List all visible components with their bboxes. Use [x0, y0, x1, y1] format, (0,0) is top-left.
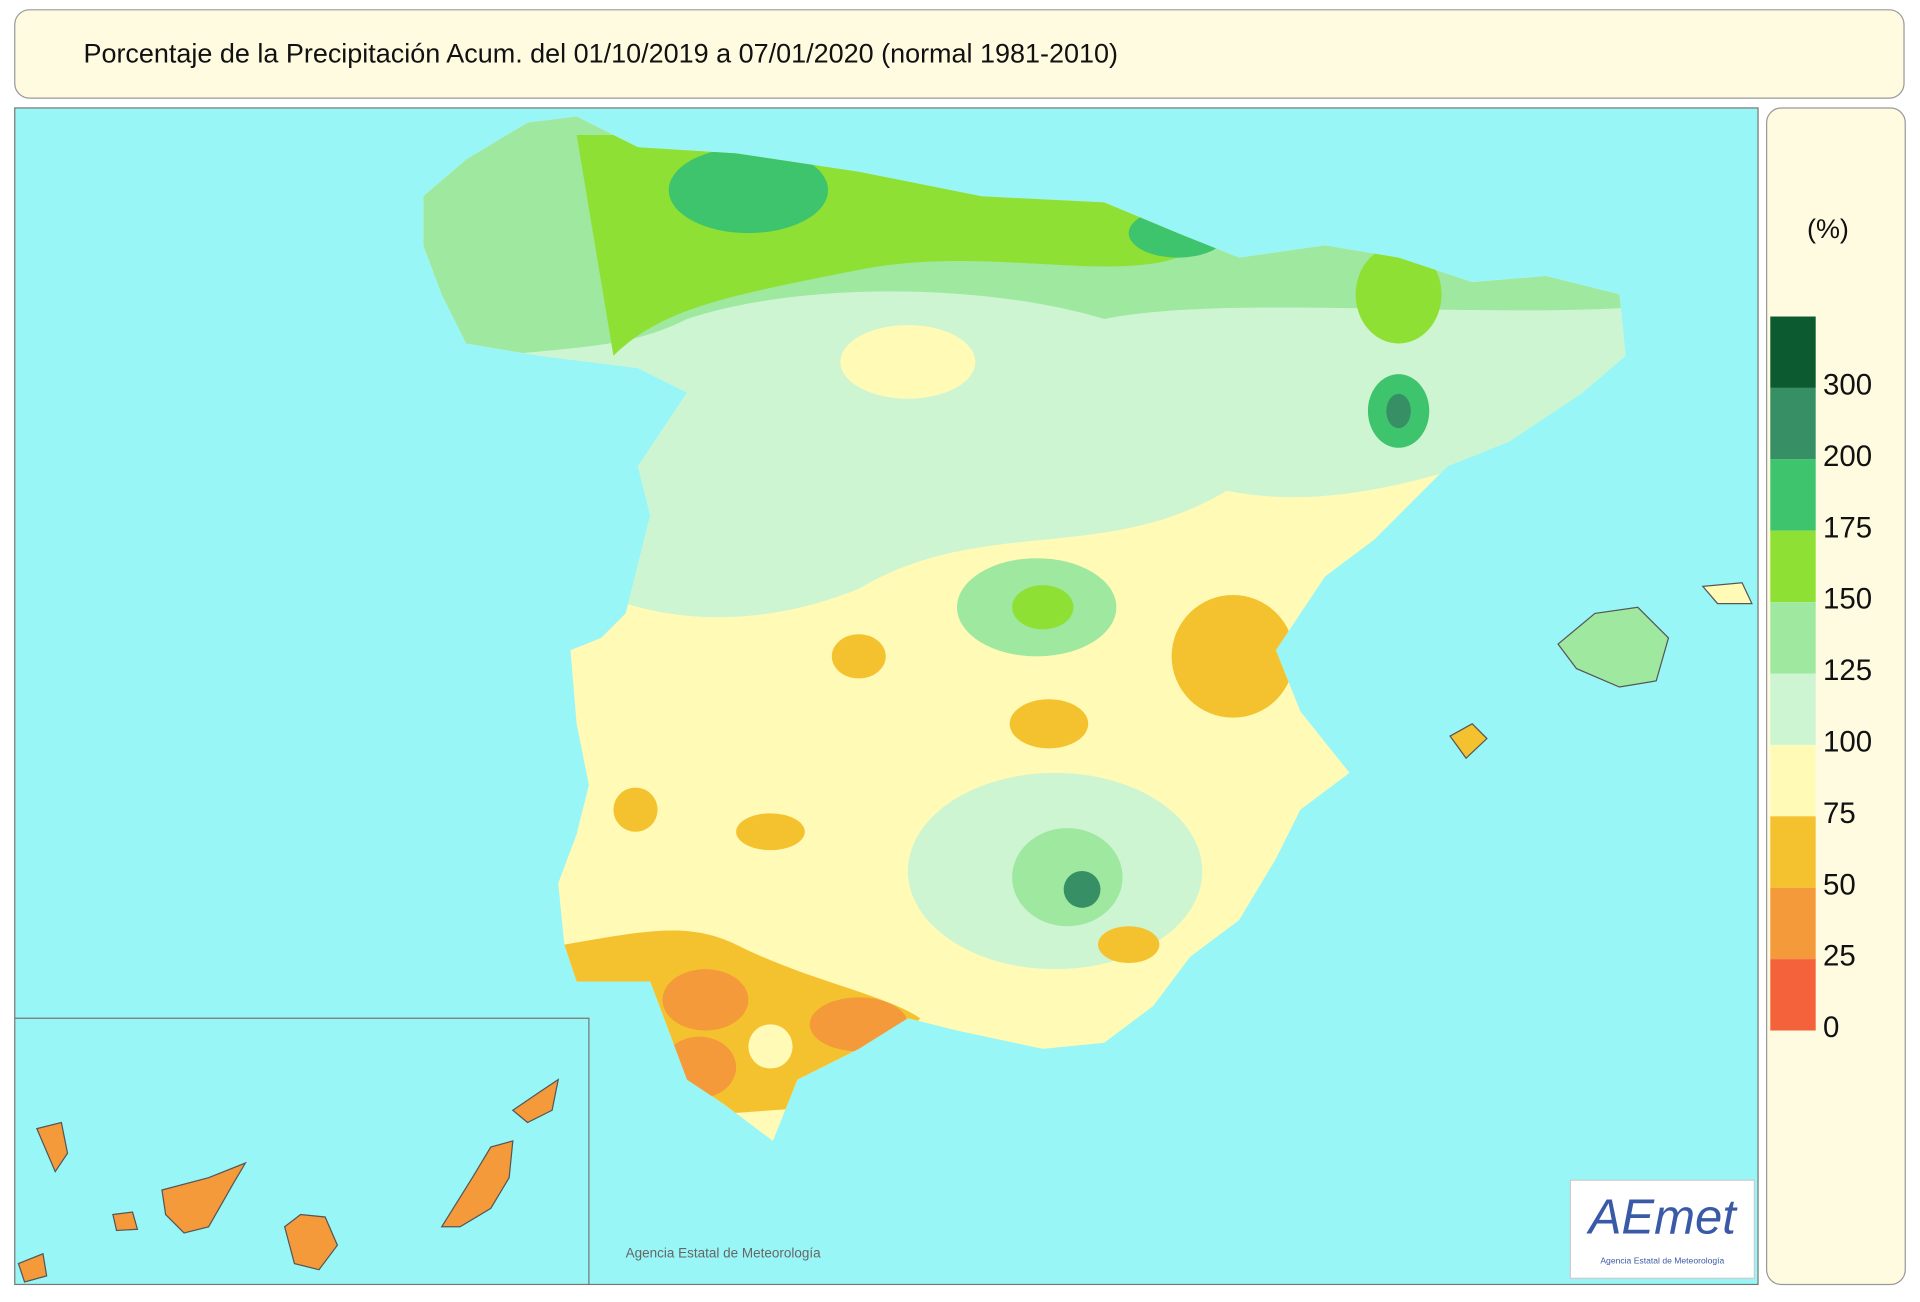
legend-swatch [1770, 959, 1816, 1031]
legend-swatch [1770, 673, 1816, 745]
legend-unit: (%) [1807, 214, 1849, 244]
legend-tick-label: 100 [1823, 725, 1872, 758]
legend-swatch [1770, 602, 1816, 674]
title-box [14, 9, 1905, 99]
legend-swatch [1770, 744, 1816, 817]
legend-tick-label: 175 [1823, 511, 1872, 544]
logo-caption: Agencia Estatal de Meteorología [1600, 1255, 1724, 1265]
legend-tick-label: 25 [1823, 940, 1856, 973]
legend-swatch [1770, 316, 1816, 388]
logo-box [1569, 1179, 1755, 1279]
canarias-inset [14, 1017, 590, 1285]
legend-tick-label: 125 [1823, 654, 1872, 687]
legend-swatch [1770, 887, 1816, 960]
legend-swatch [1770, 387, 1816, 460]
ibiza [1449, 723, 1488, 760]
legend-swatch [1770, 816, 1816, 888]
canarias [17, 1078, 560, 1283]
legend-tick-label: 50 [1823, 868, 1856, 901]
legend-tick-label: 75 [1823, 797, 1856, 830]
mallorca [1557, 606, 1670, 688]
legend-tick-label: 200 [1823, 440, 1872, 473]
logo: AEmet [1586, 1191, 1739, 1245]
menorca [1701, 582, 1753, 605]
legend-tick-label: 150 [1823, 583, 1872, 616]
legend-swatch [1770, 530, 1816, 603]
legend-tick-label: 300 [1823, 368, 1872, 401]
title: Porcentaje de la Precipitación Acum. del… [83, 38, 1118, 68]
legend-tick-label: 0 [1823, 1011, 1839, 1044]
legend: 300 200 175 150 125 100 75 50 25 0 [1770, 316, 1872, 1044]
credit: Agencia Estatal de Meteorología [626, 1245, 821, 1260]
legend-swatch [1770, 459, 1816, 531]
